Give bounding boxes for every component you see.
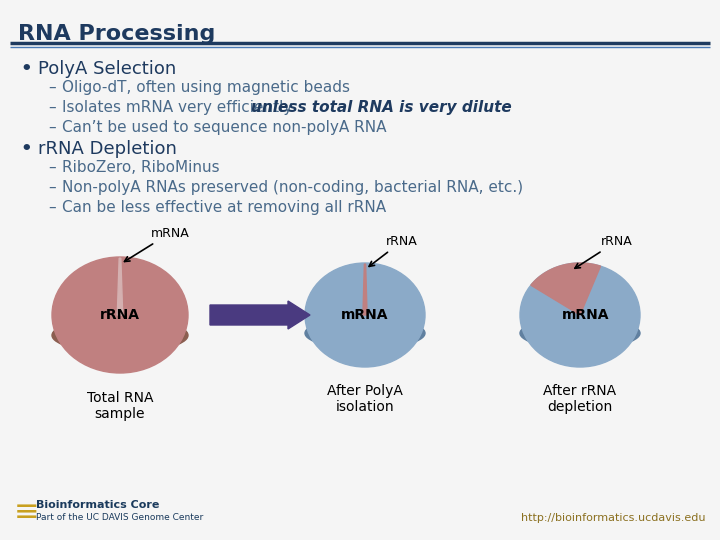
Text: Can be less effective at removing all rRNA: Can be less effective at removing all rR…	[62, 200, 386, 215]
Text: Can’t be used to sequence non-polyA RNA: Can’t be used to sequence non-polyA RNA	[62, 120, 387, 135]
Polygon shape	[531, 263, 600, 315]
Ellipse shape	[520, 318, 640, 349]
Text: –: –	[48, 120, 55, 135]
Text: Isolates mRNA very efficiently: Isolates mRNA very efficiently	[62, 100, 297, 115]
Text: mRNA: mRNA	[125, 227, 189, 261]
Text: Part of the UC DAVIS Genome Center: Part of the UC DAVIS Genome Center	[36, 514, 203, 523]
Ellipse shape	[52, 318, 188, 353]
Text: –: –	[48, 80, 55, 95]
Ellipse shape	[305, 318, 425, 349]
Ellipse shape	[305, 263, 425, 367]
Text: –: –	[48, 180, 55, 195]
Text: •: •	[20, 140, 32, 158]
Text: unless total RNA is very dilute: unless total RNA is very dilute	[251, 100, 512, 115]
Text: Non-polyA RNAs preserved (non-coding, bacterial RNA, etc.): Non-polyA RNAs preserved (non-coding, ba…	[62, 180, 523, 195]
Polygon shape	[117, 258, 122, 315]
Text: Total RNA
sample: Total RNA sample	[86, 391, 153, 421]
Text: –: –	[48, 100, 55, 115]
Ellipse shape	[520, 263, 640, 367]
Text: rRNA: rRNA	[575, 235, 633, 268]
Ellipse shape	[52, 257, 188, 373]
Text: RNA Processing: RNA Processing	[18, 24, 215, 44]
Text: PolyA Selection: PolyA Selection	[38, 60, 176, 78]
Text: mRNA: mRNA	[341, 308, 389, 322]
Text: rRNA: rRNA	[369, 235, 418, 266]
Text: Bioinformatics Core: Bioinformatics Core	[36, 500, 159, 510]
Text: RiboZero, RiboMinus: RiboZero, RiboMinus	[62, 160, 220, 175]
Text: Oligo-dT, often using magnetic beads: Oligo-dT, often using magnetic beads	[62, 80, 350, 95]
Text: mRNA: mRNA	[562, 308, 610, 322]
Text: After rRNA
depletion: After rRNA depletion	[544, 384, 616, 414]
Text: After PolyA
isolation: After PolyA isolation	[327, 384, 403, 414]
Text: ≡: ≡	[14, 497, 40, 526]
FancyArrow shape	[210, 301, 310, 329]
Text: http://bioinformatics.ucdavis.edu: http://bioinformatics.ucdavis.edu	[521, 513, 705, 523]
Polygon shape	[363, 264, 367, 315]
Text: –: –	[48, 200, 55, 215]
Text: –: –	[48, 160, 55, 175]
Text: rRNA: rRNA	[100, 308, 140, 322]
Text: •: •	[20, 60, 32, 78]
Text: rRNA Depletion: rRNA Depletion	[38, 140, 177, 158]
